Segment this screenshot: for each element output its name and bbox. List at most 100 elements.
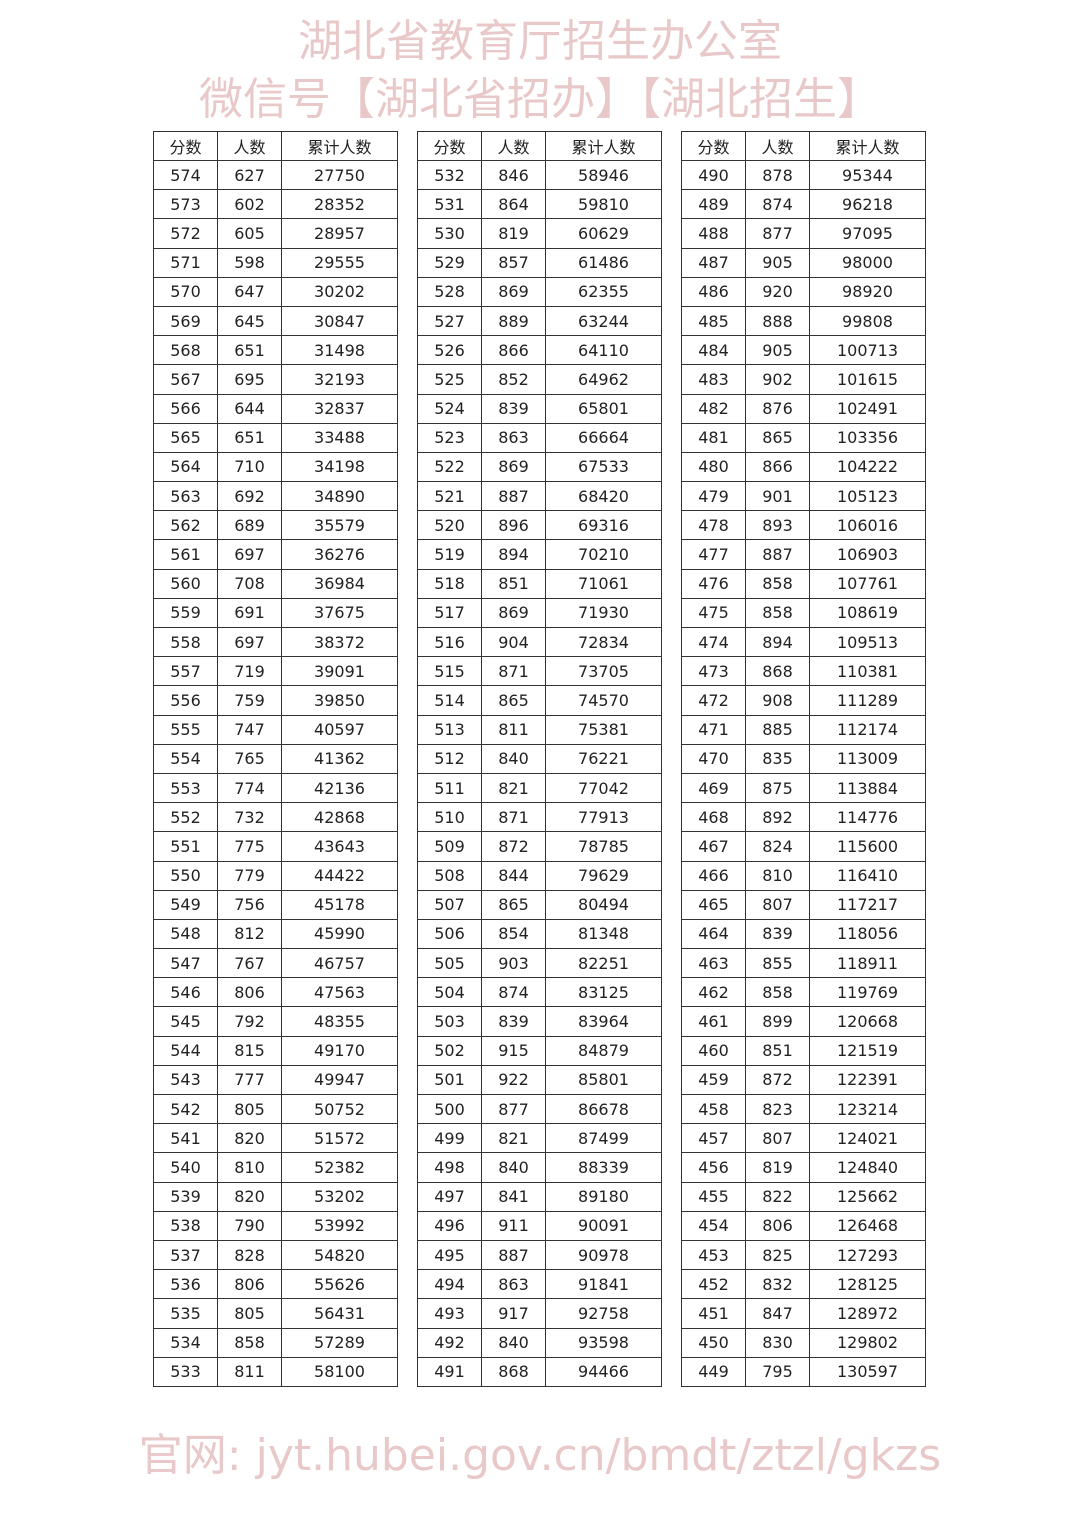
cell-score: 542: [153, 1093, 218, 1125]
table-row: 487 905 98000: [681, 247, 926, 278]
cell-count: 871: [481, 802, 546, 833]
cell-score: 456: [681, 1152, 746, 1183]
cell-score: 485: [681, 305, 746, 337]
cell-score: 553: [153, 772, 218, 804]
cell-count: 877: [745, 218, 810, 249]
table-row: 526 866 64110: [417, 335, 662, 366]
table-row: 461 899 120668: [681, 1006, 926, 1037]
cell-score: 517: [417, 597, 482, 629]
cell-count: 765: [217, 743, 282, 774]
cell-score: 519: [417, 539, 482, 570]
cell-count: 839: [481, 1006, 546, 1037]
cell-count: 889: [481, 305, 546, 337]
table-row: 466 810 116410: [681, 860, 926, 891]
cell-score: 572: [153, 218, 218, 249]
cell-cumulative: 118911: [809, 948, 926, 979]
cell-score: 526: [417, 335, 482, 366]
cell-cumulative: 96218: [809, 189, 926, 220]
cell-count: 759: [217, 685, 282, 716]
cell-score: 515: [417, 656, 482, 687]
cell-cumulative: 105123: [809, 481, 926, 512]
cell-count: 691: [217, 597, 282, 629]
cell-score: 488: [681, 218, 746, 249]
cell-cumulative: 113009: [809, 743, 926, 774]
cell-count: 605: [217, 218, 282, 249]
cell-score: 545: [153, 1006, 218, 1037]
cell-score: 449: [681, 1356, 746, 1387]
table-row: 525 852 64962: [417, 364, 662, 395]
cell-score: 574: [153, 159, 218, 191]
cell-score: 541: [153, 1123, 218, 1154]
cell-cumulative: 68420: [545, 481, 662, 512]
cell-cumulative: 110381: [809, 656, 926, 687]
cell-score: 471: [681, 714, 746, 745]
cell-count: 651: [217, 422, 282, 453]
table-row: 499 821 87499: [417, 1123, 662, 1154]
cell-score: 514: [417, 685, 482, 716]
cell-count: 905: [745, 335, 810, 366]
cell-cumulative: 37675: [281, 597, 398, 629]
cell-count: 878: [745, 159, 810, 191]
cell-cumulative: 39850: [281, 685, 398, 716]
cell-score: 559: [153, 597, 218, 629]
cell-score: 497: [417, 1181, 482, 1212]
cell-count: 869: [481, 276, 546, 307]
cell-score: 532: [417, 159, 482, 191]
cell-score: 457: [681, 1123, 746, 1154]
cell-count: 602: [217, 189, 282, 220]
cell-score: 523: [417, 422, 482, 453]
cell-count: 844: [481, 860, 546, 891]
table-row: 570 647 30202: [153, 276, 398, 307]
cell-cumulative: 36276: [281, 539, 398, 570]
cell-score: 459: [681, 1064, 746, 1096]
table-row: 567 695 32193: [153, 364, 398, 395]
cell-score: 480: [681, 451, 746, 483]
cell-score: 524: [417, 393, 482, 424]
table-row: 489 874 96218: [681, 189, 926, 220]
table-row: 457 807 124021: [681, 1123, 926, 1154]
cell-cumulative: 64110: [545, 335, 662, 366]
cell-score: 473: [681, 656, 746, 687]
table-row: 546 806 47563: [153, 977, 398, 1008]
cell-count: 774: [217, 772, 282, 804]
cell-cumulative: 109513: [809, 626, 926, 658]
cell-count: 747: [217, 714, 282, 745]
cell-count: 858: [745, 597, 810, 629]
header-cumulative: 累计人数: [545, 131, 662, 161]
cell-cumulative: 102491: [809, 393, 926, 424]
cell-cumulative: 128972: [809, 1298, 926, 1329]
table-row: 452 832 128125: [681, 1269, 926, 1300]
cell-score: 560: [153, 568, 218, 599]
table-row: 507 865 80494: [417, 889, 662, 920]
cell-count: 851: [481, 568, 546, 599]
cell-cumulative: 100713: [809, 335, 926, 366]
table-row: 456 819 124840: [681, 1152, 926, 1183]
cell-score: 533: [153, 1356, 218, 1387]
cell-count: 872: [481, 831, 546, 862]
cell-count: 855: [745, 948, 810, 979]
header-count: 人数: [217, 131, 282, 161]
cell-cumulative: 73705: [545, 656, 662, 687]
cell-count: 887: [745, 539, 810, 570]
cell-cumulative: 120668: [809, 1006, 926, 1037]
cell-score: 476: [681, 568, 746, 599]
cell-count: 819: [745, 1152, 810, 1183]
table-row: 551 775 43643: [153, 831, 398, 862]
cell-score: 477: [681, 539, 746, 570]
cell-score: 543: [153, 1064, 218, 1096]
cell-count: 692: [217, 481, 282, 512]
cell-score: 540: [153, 1152, 218, 1183]
cell-count: 846: [481, 159, 546, 191]
cell-score: 566: [153, 393, 218, 424]
cell-cumulative: 38372: [281, 626, 398, 658]
cell-count: 779: [217, 860, 282, 891]
table-row: 488 877 97095: [681, 218, 926, 249]
cell-score: 570: [153, 276, 218, 307]
cell-count: 888: [745, 305, 810, 337]
cell-cumulative: 51572: [281, 1123, 398, 1154]
cell-count: 644: [217, 393, 282, 424]
table-row: 498 840 88339: [417, 1152, 662, 1183]
cell-cumulative: 33488: [281, 422, 398, 453]
header-row: 分数 人数 累计人数: [681, 131, 926, 161]
cell-count: 854: [481, 918, 546, 950]
